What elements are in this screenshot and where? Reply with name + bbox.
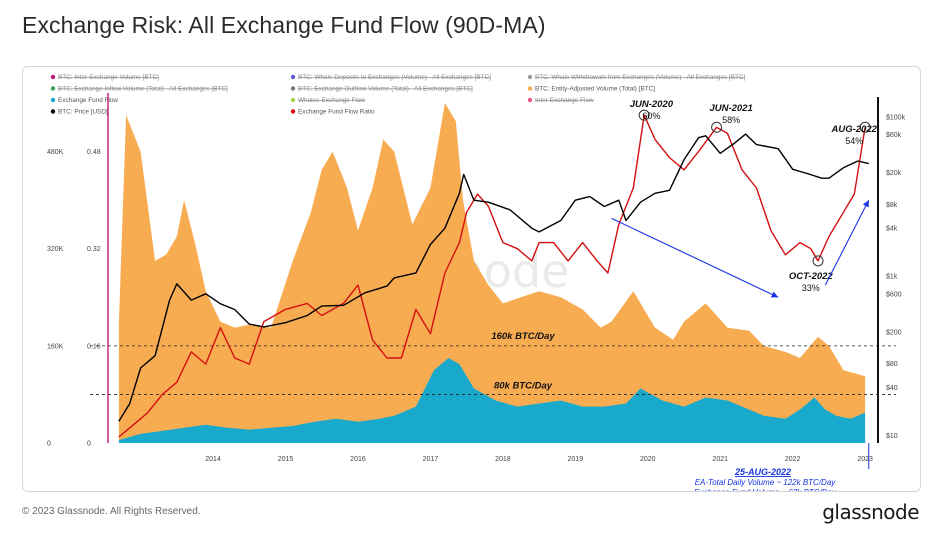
- legend-label: Exchange Fund Flow Ratio: [298, 109, 375, 116]
- y-ratio-tick: 0.48: [87, 149, 101, 156]
- y-volume-tick: 160K: [47, 343, 64, 350]
- fund-flow-ratio-line: [118, 114, 866, 438]
- fund-flow-area: [118, 358, 866, 443]
- chart-title: Exchange Risk: All Exchange Fund Flow (9…: [22, 12, 546, 38]
- x-tick: 2022: [785, 456, 801, 463]
- x-tick: 2020: [640, 456, 656, 463]
- y-price-tick: $600: [886, 291, 902, 298]
- x-tick: 2017: [423, 456, 439, 463]
- peak-marker-jun2020: [638, 109, 650, 121]
- legend-swatch: [527, 74, 533, 80]
- legend-swatch: [290, 74, 296, 80]
- glassnode-logo: glassnode: [822, 500, 919, 524]
- y-volume-tick: 320K: [47, 246, 64, 253]
- legend-swatch: [50, 97, 56, 103]
- annotation-aug2022-value: 54%: [845, 136, 863, 146]
- chart-svg: BTC: Inter-Exchange Volume [BTC] BTC: Wha…: [47, 74, 906, 491]
- y-price-tick: $8k: [886, 202, 898, 209]
- y-price-tick: $100k: [886, 115, 906, 122]
- x-tick: 2016: [350, 456, 366, 463]
- y-price-tick: $40: [886, 385, 898, 392]
- y-price-tick: $1k: [886, 274, 898, 281]
- legend-item: Exchange Fund Flow: [50, 97, 118, 104]
- legend-swatch: [50, 86, 56, 91]
- y-price-tick: $200: [886, 329, 902, 336]
- legend-label: BTC: Whale Withdrawals from Exchanges (V…: [535, 74, 745, 81]
- legend-label: BTC: Whale Deposits to Exchanges (Volume…: [298, 74, 491, 81]
- annotation-jun2020-label: JUN-2020: [630, 99, 674, 110]
- legend-swatch: [50, 109, 56, 114]
- chart-frame: BTC: Inter-Exchange Volume [BTC] BTC: Wha…: [22, 66, 921, 492]
- legend-item: Inter-Exchange Flow: [527, 97, 594, 104]
- legend-label: Exchange Fund Flow: [58, 97, 118, 104]
- copyright-text: © 2023 Glassnode. All Rights Reserved.: [22, 506, 201, 517]
- x-tick: 2019: [568, 456, 584, 463]
- annotation-aug2022-label: AUG-2022: [831, 124, 878, 135]
- legend-label: BTC: Price [USD]: [58, 109, 108, 116]
- legend-item: BTC: Whale Deposits to Exchanges (Volume…: [290, 74, 491, 81]
- legend-swatch: [290, 86, 296, 91]
- btc-price-line: [118, 133, 869, 422]
- legend-item: BTC: Exchange Inflow Volume (Total) - Al…: [50, 86, 228, 93]
- legend-swatch: [527, 97, 533, 103]
- annotation-jun2020-value: 60%: [642, 111, 660, 121]
- x-tick: 2018: [495, 456, 511, 463]
- x-tick: 2015: [278, 456, 294, 463]
- y-ratio-tick: 0: [87, 441, 91, 448]
- annotation-oct2022-value: 33%: [802, 283, 820, 293]
- y-volume-tick: 0: [47, 441, 51, 448]
- trough-marker-oct2022: [812, 255, 824, 267]
- y-volume-tick: 480K: [47, 149, 64, 156]
- legend-label: BTC: Exchange Outflow Volume (Total) - A…: [298, 86, 473, 93]
- y-price-tick: $10: [886, 433, 898, 440]
- legend-item: Exchange Fund Flow Ratio: [290, 109, 375, 116]
- x-tick: 2014: [205, 456, 221, 463]
- note-ea-volume: EA-Total Daily Volume ~ 122k BTC/Day: [695, 478, 837, 487]
- y-price-tick: $20k: [886, 170, 902, 177]
- annotation-oct2022-label: OCT-2022: [789, 271, 834, 282]
- reference-label-80k: 80k BTC/Day: [494, 380, 553, 391]
- trend-arrow-down: [611, 217, 779, 298]
- note-date: 25-AUG-2022: [734, 467, 791, 477]
- legend-label: Inter-Exchange Flow: [535, 97, 594, 104]
- legend-swatch: [50, 74, 56, 80]
- y-price-tick: $4k: [886, 226, 898, 233]
- legend-item: Whales-Exchange Flow: [290, 97, 366, 104]
- peak-marker-aug2022: [859, 121, 871, 133]
- annotation-jun2021-value: 58%: [722, 115, 740, 125]
- y-ratio-tick: 0.16: [87, 343, 101, 350]
- legend-item: BTC: Entity-Adjusted Volume (Total) [BTC…: [527, 86, 655, 93]
- legend-swatch: [527, 86, 533, 91]
- y-price-tick: $60k: [886, 132, 902, 139]
- y-price-tick: $80: [886, 361, 898, 368]
- peak-marker-jun2021: [711, 121, 723, 133]
- legend-item: BTC: Exchange Outflow Volume (Total) - A…: [290, 86, 473, 93]
- legend-label: Whales-Exchange Flow: [298, 97, 366, 104]
- legend-label: BTC: Entity-Adjusted Volume (Total) [BTC…: [535, 86, 655, 93]
- legend-label: BTC: Exchange Inflow Volume (Total) - Al…: [58, 86, 228, 93]
- legend-item: BTC: Inter-Exchange Volume [BTC]: [50, 74, 159, 81]
- trend-arrow-up: [824, 199, 870, 286]
- x-tick: 2021: [712, 456, 728, 463]
- reference-label-160k: 160k BTC/Day: [491, 331, 555, 342]
- legend-item: BTC: Whale Withdrawals from Exchanges (V…: [527, 74, 745, 81]
- y-ratio-tick: 0.32: [87, 246, 101, 253]
- legend-swatch: [290, 97, 296, 103]
- annotation-jun2021-label: JUN-2021: [709, 103, 752, 114]
- entity-volume-area: [118, 103, 866, 443]
- note-fund-volume: Exchange Fund Volume ~ 67k BTC/Day: [694, 488, 837, 491]
- x-tick: 2023: [857, 456, 873, 463]
- legend-item: BTC: Price [USD]: [50, 109, 108, 116]
- legend-swatch: [290, 109, 296, 114]
- legend-label: BTC: Inter-Exchange Volume [BTC]: [58, 74, 159, 81]
